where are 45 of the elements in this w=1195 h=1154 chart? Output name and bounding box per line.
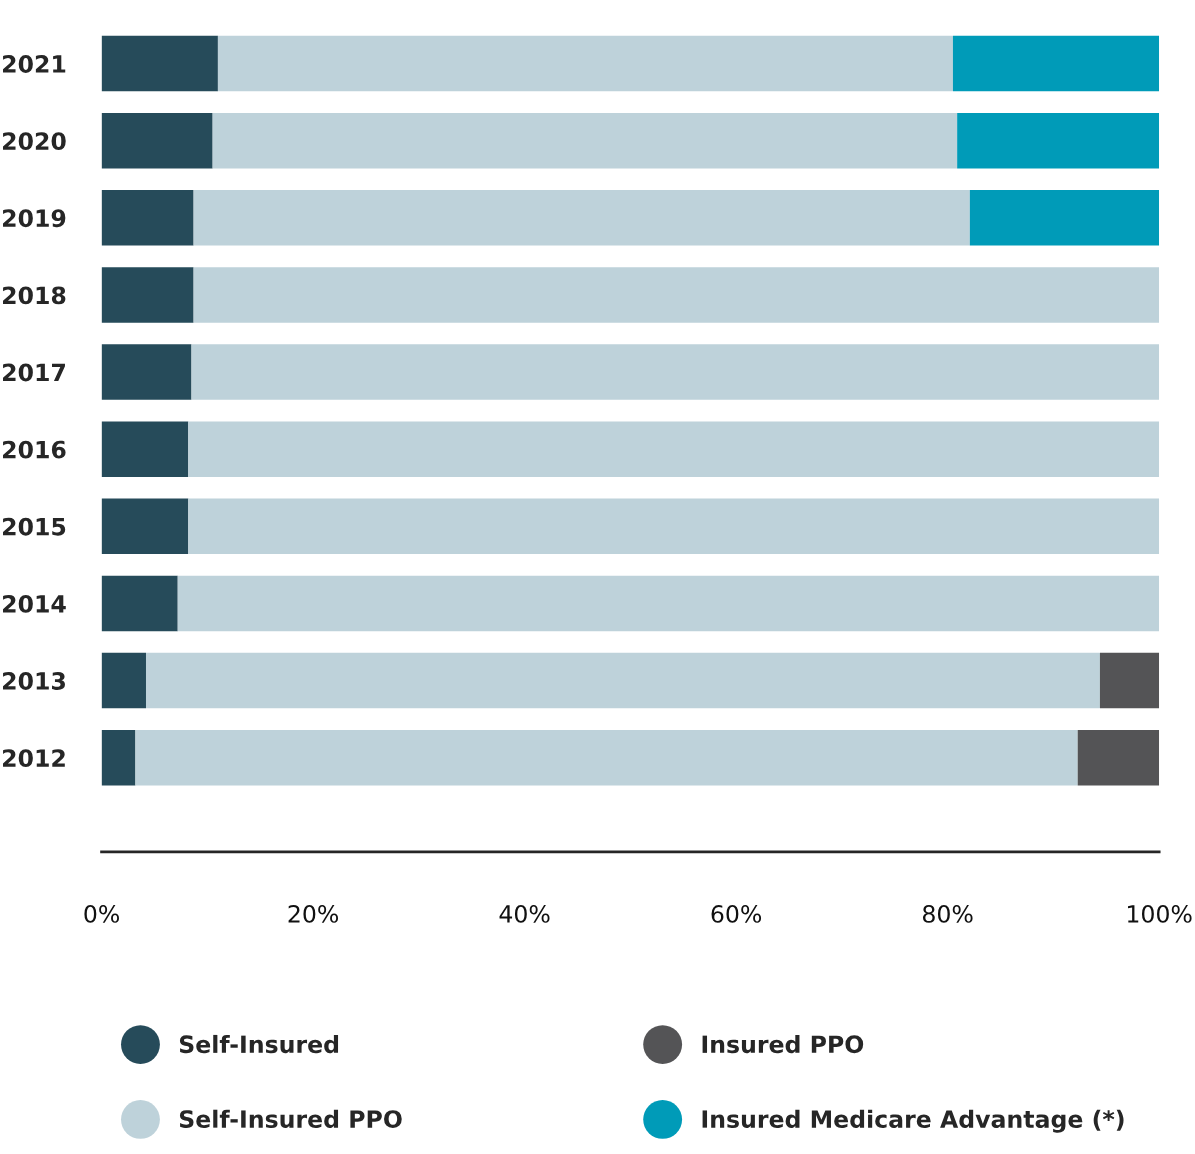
bar <box>217 35 953 92</box>
y-tick-label: 2018 <box>3 286 66 305</box>
legend-label: Self-Insured PPO <box>179 1109 402 1128</box>
bar <box>188 421 1160 477</box>
legend-label: Insured PPO <box>702 1034 864 1054</box>
x-tick-label: 20% <box>288 905 339 923</box>
bar <box>101 35 218 92</box>
y-tick-label: 2015 <box>3 517 66 536</box>
bar <box>101 267 194 323</box>
bar <box>101 575 178 632</box>
bar <box>177 575 1160 632</box>
bar <box>969 190 1160 246</box>
bar <box>145 652 1100 709</box>
y-tick-label: 2021 <box>3 55 66 73</box>
x-tick-label: 60% <box>711 905 762 923</box>
bar <box>212 112 958 169</box>
y-tick-label: 2019 <box>3 209 66 228</box>
bar <box>193 267 1160 323</box>
x-tick-label: 100% <box>1127 905 1192 923</box>
bar <box>101 190 194 246</box>
y-tick-label: 2012 <box>3 749 65 768</box>
x-tick-label: 80% <box>923 905 973 923</box>
y-tick-label: 2014 <box>3 594 66 613</box>
y-tick-label: 2017 <box>3 363 65 382</box>
y-tick-label: 2013 <box>3 672 65 690</box>
legend-label: Self-Insured <box>179 1034 339 1054</box>
bar <box>952 35 1160 92</box>
y-tick-label: 2016 <box>3 440 66 459</box>
bar <box>101 498 189 555</box>
bar <box>188 498 1160 555</box>
x-tick-label: 0% <box>84 905 119 923</box>
bar <box>101 421 189 477</box>
bar <box>101 344 192 400</box>
bar <box>101 652 146 709</box>
x-tick-label: 40% <box>499 905 550 923</box>
legend-label: Insured Medicare Advantage (*) <box>702 1109 1124 1133</box>
bar <box>957 112 1160 169</box>
bar <box>193 190 970 246</box>
bar <box>101 112 213 169</box>
bar <box>1099 652 1160 709</box>
y-tick-label: 2020 <box>3 132 66 151</box>
bar <box>101 729 136 786</box>
bar <box>135 729 1078 786</box>
bar <box>191 344 1160 400</box>
bar <box>1077 729 1160 786</box>
